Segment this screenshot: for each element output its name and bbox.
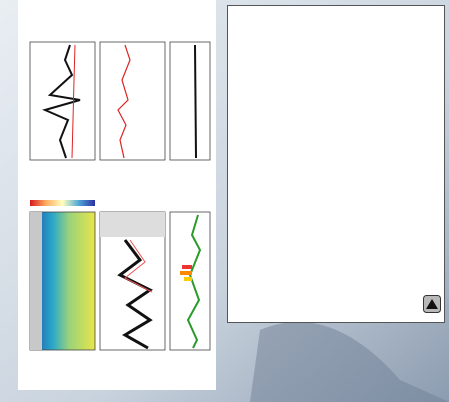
viewer-panel [228,6,445,323]
scroll-up-button[interactable] [424,296,441,313]
document-page [18,0,216,390]
plot-mask [100,212,165,237]
bar [184,277,192,281]
bar [182,265,192,269]
heatmap-mask [30,212,42,350]
bar [180,271,192,275]
colorbar [30,200,95,206]
plot-line [195,45,196,158]
